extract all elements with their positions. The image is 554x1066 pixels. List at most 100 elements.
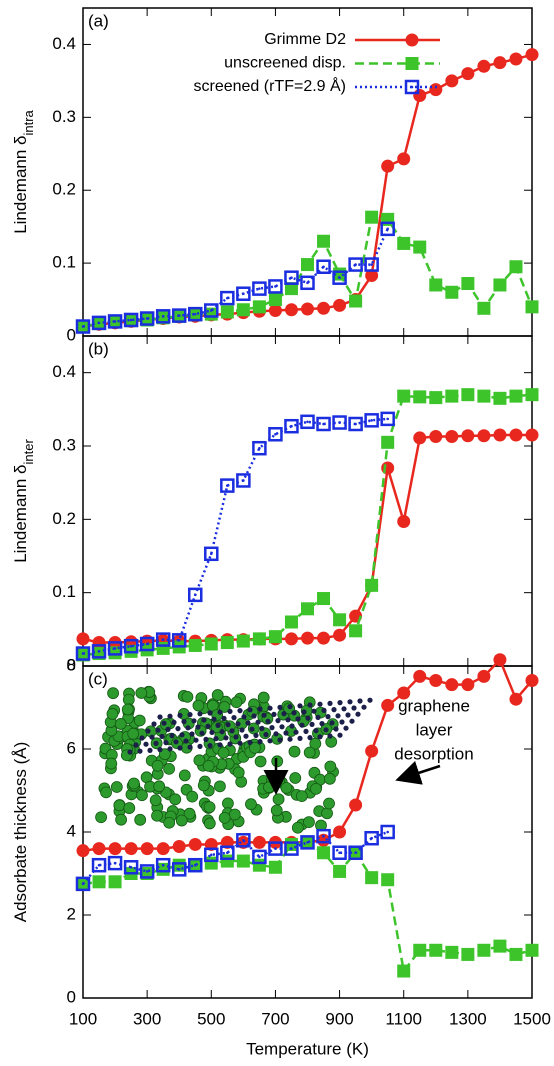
carbon-atom bbox=[251, 713, 257, 719]
point-dot bbox=[354, 263, 357, 266]
y-axis-label: Adsorbate thickness (Å) bbox=[11, 742, 30, 922]
point bbox=[268, 303, 282, 317]
atom bbox=[323, 797, 335, 810]
atom bbox=[193, 754, 206, 767]
x-tick-label: 1500 bbox=[513, 1009, 551, 1028]
atom bbox=[309, 737, 322, 750]
point bbox=[107, 855, 123, 871]
carbon-atom bbox=[267, 738, 273, 744]
y-tick-label: 0 bbox=[67, 325, 76, 344]
point bbox=[317, 846, 331, 860]
point bbox=[333, 298, 347, 312]
carbon-atom bbox=[197, 711, 203, 717]
point bbox=[493, 56, 507, 70]
point-dot bbox=[145, 642, 149, 646]
point-dot bbox=[226, 851, 229, 855]
point bbox=[461, 67, 475, 81]
carbon-atom bbox=[159, 733, 165, 740]
point bbox=[155, 632, 171, 647]
carbon-atom bbox=[151, 721, 157, 727]
y-axis-label: Lindemann δinter bbox=[11, 439, 35, 563]
point bbox=[236, 286, 251, 301]
point-dot bbox=[354, 422, 357, 426]
carbon-atom bbox=[189, 731, 195, 737]
carbon-atom bbox=[337, 700, 343, 706]
point bbox=[413, 943, 427, 957]
carbon-atom bbox=[247, 707, 253, 713]
carbon-atom bbox=[315, 714, 321, 721]
atom bbox=[121, 703, 134, 716]
carbon-atom bbox=[203, 736, 209, 743]
carbon-atom bbox=[313, 728, 319, 734]
point bbox=[429, 943, 443, 957]
point bbox=[461, 429, 475, 443]
point bbox=[413, 88, 427, 102]
point-dot bbox=[338, 851, 341, 855]
atom bbox=[303, 816, 315, 829]
point bbox=[139, 636, 155, 652]
y-tick-label: 0.2 bbox=[52, 509, 76, 528]
carbon-atom bbox=[287, 704, 293, 710]
point-dot bbox=[290, 276, 293, 279]
point bbox=[236, 854, 250, 868]
point bbox=[332, 845, 347, 860]
carbon-atom bbox=[287, 736, 293, 742]
carbon-atom bbox=[297, 735, 303, 742]
point bbox=[204, 637, 218, 651]
point-dot bbox=[322, 834, 325, 838]
carbon-atom bbox=[167, 713, 173, 719]
point bbox=[445, 74, 459, 88]
y-tick-label: 0.1 bbox=[52, 582, 76, 601]
point bbox=[429, 429, 443, 443]
carbon-atom bbox=[221, 715, 227, 722]
point bbox=[156, 862, 170, 876]
carbon-atom bbox=[341, 706, 347, 712]
carbon-atom bbox=[137, 748, 143, 754]
point bbox=[92, 842, 106, 856]
point bbox=[155, 857, 171, 873]
atom bbox=[218, 811, 231, 824]
point bbox=[332, 415, 347, 430]
point bbox=[348, 257, 363, 272]
point-dot bbox=[322, 422, 325, 426]
carbon-atom bbox=[323, 727, 329, 733]
point-dot bbox=[129, 865, 133, 869]
point-dot bbox=[258, 855, 261, 859]
series-line bbox=[82, 830, 389, 885]
point bbox=[317, 592, 331, 606]
point bbox=[397, 389, 411, 403]
point-dot bbox=[193, 593, 197, 597]
point bbox=[284, 303, 298, 317]
carbon-atom bbox=[257, 706, 263, 712]
point bbox=[381, 435, 395, 449]
point bbox=[381, 159, 395, 173]
point-dot bbox=[370, 419, 373, 422]
point bbox=[333, 613, 347, 627]
atom bbox=[217, 746, 230, 759]
carbon-atom bbox=[345, 712, 351, 718]
atom bbox=[228, 808, 241, 821]
point bbox=[397, 686, 411, 700]
point bbox=[317, 234, 331, 248]
atom bbox=[214, 780, 226, 793]
legend-marker bbox=[405, 33, 419, 47]
point-dot bbox=[386, 830, 389, 834]
carbon-atom bbox=[249, 726, 255, 732]
atom bbox=[153, 780, 166, 793]
carbon-atom bbox=[237, 740, 243, 746]
point bbox=[509, 947, 523, 961]
carbon-atom bbox=[263, 732, 269, 738]
point bbox=[365, 871, 379, 885]
point bbox=[108, 875, 122, 889]
atom bbox=[323, 772, 336, 785]
y-tick-label: 0 bbox=[67, 655, 76, 674]
point bbox=[155, 309, 171, 324]
point bbox=[188, 638, 202, 652]
point bbox=[171, 862, 187, 877]
point bbox=[525, 674, 539, 688]
carbon-atom bbox=[367, 697, 373, 703]
carbon-atom bbox=[187, 712, 193, 718]
carbon-atom bbox=[167, 746, 173, 752]
point bbox=[445, 945, 459, 959]
carbon-atom bbox=[347, 699, 353, 705]
